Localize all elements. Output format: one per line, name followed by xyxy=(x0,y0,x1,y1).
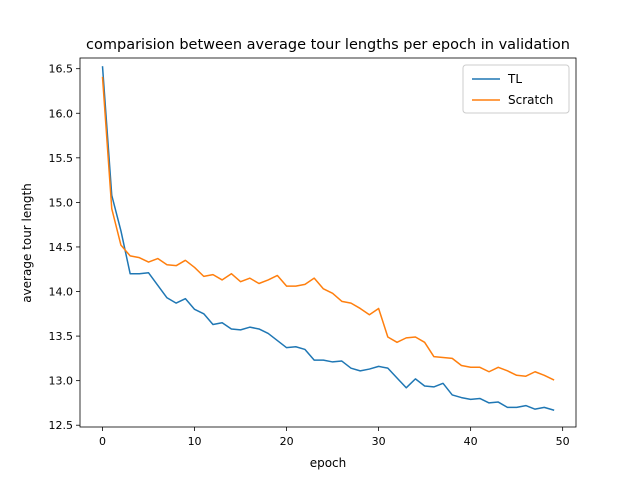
x-tick-label: 10 xyxy=(188,435,202,448)
chart-title: comparision between average tour lengths… xyxy=(86,37,570,53)
legend-label-tl: TL xyxy=(507,72,522,86)
y-tick-label: 14.5 xyxy=(49,241,74,254)
y-tick-label: 13.0 xyxy=(49,375,74,388)
x-tick-label: 0 xyxy=(99,435,106,448)
x-tick-label: 40 xyxy=(464,435,478,448)
x-tick-label: 50 xyxy=(556,435,570,448)
y-tick-label: 15.5 xyxy=(49,152,74,165)
y-tick-label: 12.5 xyxy=(49,419,74,432)
y-tick-label: 15.0 xyxy=(49,196,74,209)
y-tick-label: 16.0 xyxy=(49,107,74,120)
y-tick-label: 13.5 xyxy=(49,330,74,343)
x-axis-label: epoch xyxy=(310,456,347,470)
x-tick-label: 20 xyxy=(280,435,294,448)
y-axis-label: average tour length xyxy=(20,183,34,303)
legend-label-scratch: Scratch xyxy=(508,93,553,107)
legend: TL Scratch xyxy=(463,65,569,113)
x-tick-label: 30 xyxy=(372,435,386,448)
y-tick-label: 14.0 xyxy=(49,286,74,299)
y-tick-label: 16.5 xyxy=(49,63,74,76)
